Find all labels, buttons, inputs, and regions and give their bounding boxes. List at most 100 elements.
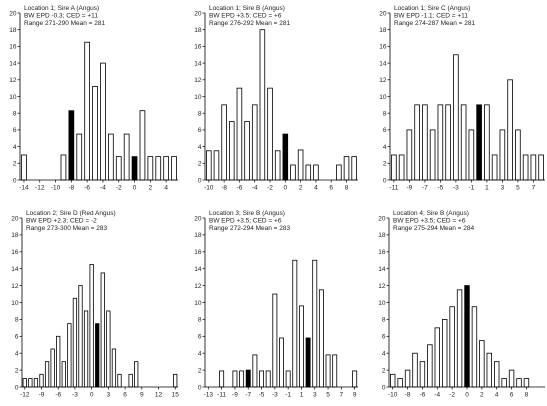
bar: [259, 29, 266, 181]
bar: [28, 378, 33, 388]
bar: [44, 361, 50, 388]
bar: [297, 149, 304, 181]
x-tick-label: 1: [485, 185, 489, 192]
x-tick-label: -1: [468, 185, 474, 192]
bar: [437, 104, 444, 181]
y-tick-label: 16: [11, 249, 19, 256]
bar: [173, 373, 178, 388]
panel-label-line-3: Range 275-294 Mean = 284: [393, 225, 475, 232]
bar: [117, 373, 122, 388]
bar: [427, 344, 433, 388]
bar: [100, 62, 106, 181]
bar: [397, 378, 403, 388]
histogram-panel-6: 0 2 4 6 8 10 12 14 16 18 20 -10 -8 -6 -4 -2 0 2 4 6 8 Locatio…: [378, 210, 545, 399]
bar: [501, 378, 507, 388]
y-tick-label: 8: [15, 317, 19, 324]
histogram-panel-4: 0 2 4 6 8 10 12 14 16 18 20 -12 -9 -6 -3 0 3 6 9 12 15 Locati…: [11, 210, 179, 399]
bar: [100, 272, 105, 388]
x-tick-label: -7: [245, 392, 251, 399]
panel-label-line-2: BW EPD +2.3; CED = -2: [26, 218, 97, 225]
y-tick-label: 12: [378, 283, 386, 290]
bar: [267, 87, 273, 181]
x-tick-label: 6: [123, 392, 127, 399]
bar: [89, 264, 94, 388]
bar: [22, 378, 27, 388]
y-tick-label: 8: [13, 111, 17, 118]
bar: [494, 361, 500, 388]
bar: [274, 150, 281, 181]
y-tick-label: 20: [378, 215, 386, 222]
y-tick-label: 2: [15, 367, 19, 374]
bar: [108, 133, 114, 181]
bar: [486, 352, 492, 388]
bar: [499, 129, 506, 181]
x-tick-label: 7: [340, 392, 344, 399]
bar: [515, 129, 521, 181]
y-tick-label: 6: [13, 127, 17, 134]
x-tick-label: 1: [300, 392, 304, 399]
y-tick-label: 4: [198, 144, 202, 151]
x-tick-label: -5: [259, 392, 265, 399]
x-tick-label: -9: [232, 392, 238, 399]
y-tick-label: 4: [382, 351, 386, 358]
x-tick-label: -8: [405, 392, 411, 399]
x-tick-label: -8: [68, 185, 74, 192]
bar: [429, 129, 436, 181]
y-tick-label: 2: [13, 161, 17, 168]
bar: [351, 156, 357, 181]
x-tick-label: 3: [501, 185, 505, 192]
x-tick-label: 0: [133, 185, 137, 192]
y-tick-label: 16: [194, 44, 202, 51]
bar: [442, 318, 448, 388]
x-tick-label: -1: [285, 392, 291, 399]
y-tick-label: 18: [11, 232, 19, 239]
x-tick-label: 8: [525, 392, 529, 399]
x-tick-label: 5: [326, 392, 330, 399]
y-tick-label: 6: [198, 334, 202, 341]
x-tick-label: 2: [480, 392, 484, 399]
bar: [232, 370, 238, 388]
bar: [312, 259, 318, 388]
y-tick-label: 12: [194, 283, 202, 290]
x-tick-label: -13: [204, 392, 214, 399]
y-tick-label: 12: [11, 283, 19, 290]
bar: [398, 154, 405, 181]
bar: [298, 305, 304, 388]
y-tick-label: 18: [194, 27, 202, 34]
y-tick-label: 0: [13, 177, 17, 184]
y-tick-label: 18: [194, 232, 202, 239]
x-tick-label: 7: [532, 185, 536, 192]
y-tick-label: 10: [11, 300, 19, 307]
x-tick-label: -3: [453, 185, 459, 192]
y-tick-label: 2: [198, 367, 202, 374]
x-tick-label: -7: [422, 185, 428, 192]
bar: [68, 110, 75, 181]
x-tick-label: -12: [20, 392, 30, 399]
x-tick-label: 0: [284, 185, 288, 192]
x-tick-label: 4: [495, 392, 499, 399]
panel-label-line-2: BW EPD +3.5; CED = +6: [209, 218, 282, 225]
bar: [292, 259, 298, 388]
bar: [468, 129, 475, 181]
y-tick-label: 16: [9, 44, 17, 51]
y-tick-label: 20: [379, 10, 387, 17]
bar: [265, 370, 271, 388]
bar: [106, 310, 111, 388]
bar: [460, 104, 467, 181]
bar: [313, 164, 319, 181]
y-tick-label: 2: [198, 161, 202, 168]
bar: [530, 154, 537, 181]
bar: [155, 156, 162, 181]
y-tick-label: 4: [15, 351, 19, 358]
x-tick-label: -5: [437, 185, 443, 192]
bar: [471, 306, 478, 388]
panel-label-line-1: Location 1; Sire B (Angus): [209, 5, 285, 12]
y-tick-label: 10: [194, 94, 202, 101]
bar: [259, 370, 265, 388]
y-tick-label: 0: [383, 177, 387, 184]
bar: [404, 369, 411, 388]
y-tick-label: 14: [11, 266, 19, 273]
y-tick-label: 10: [9, 94, 17, 101]
